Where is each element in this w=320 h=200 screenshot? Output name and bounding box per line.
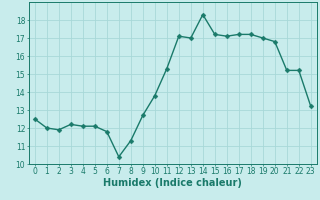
X-axis label: Humidex (Indice chaleur): Humidex (Indice chaleur): [103, 178, 242, 188]
